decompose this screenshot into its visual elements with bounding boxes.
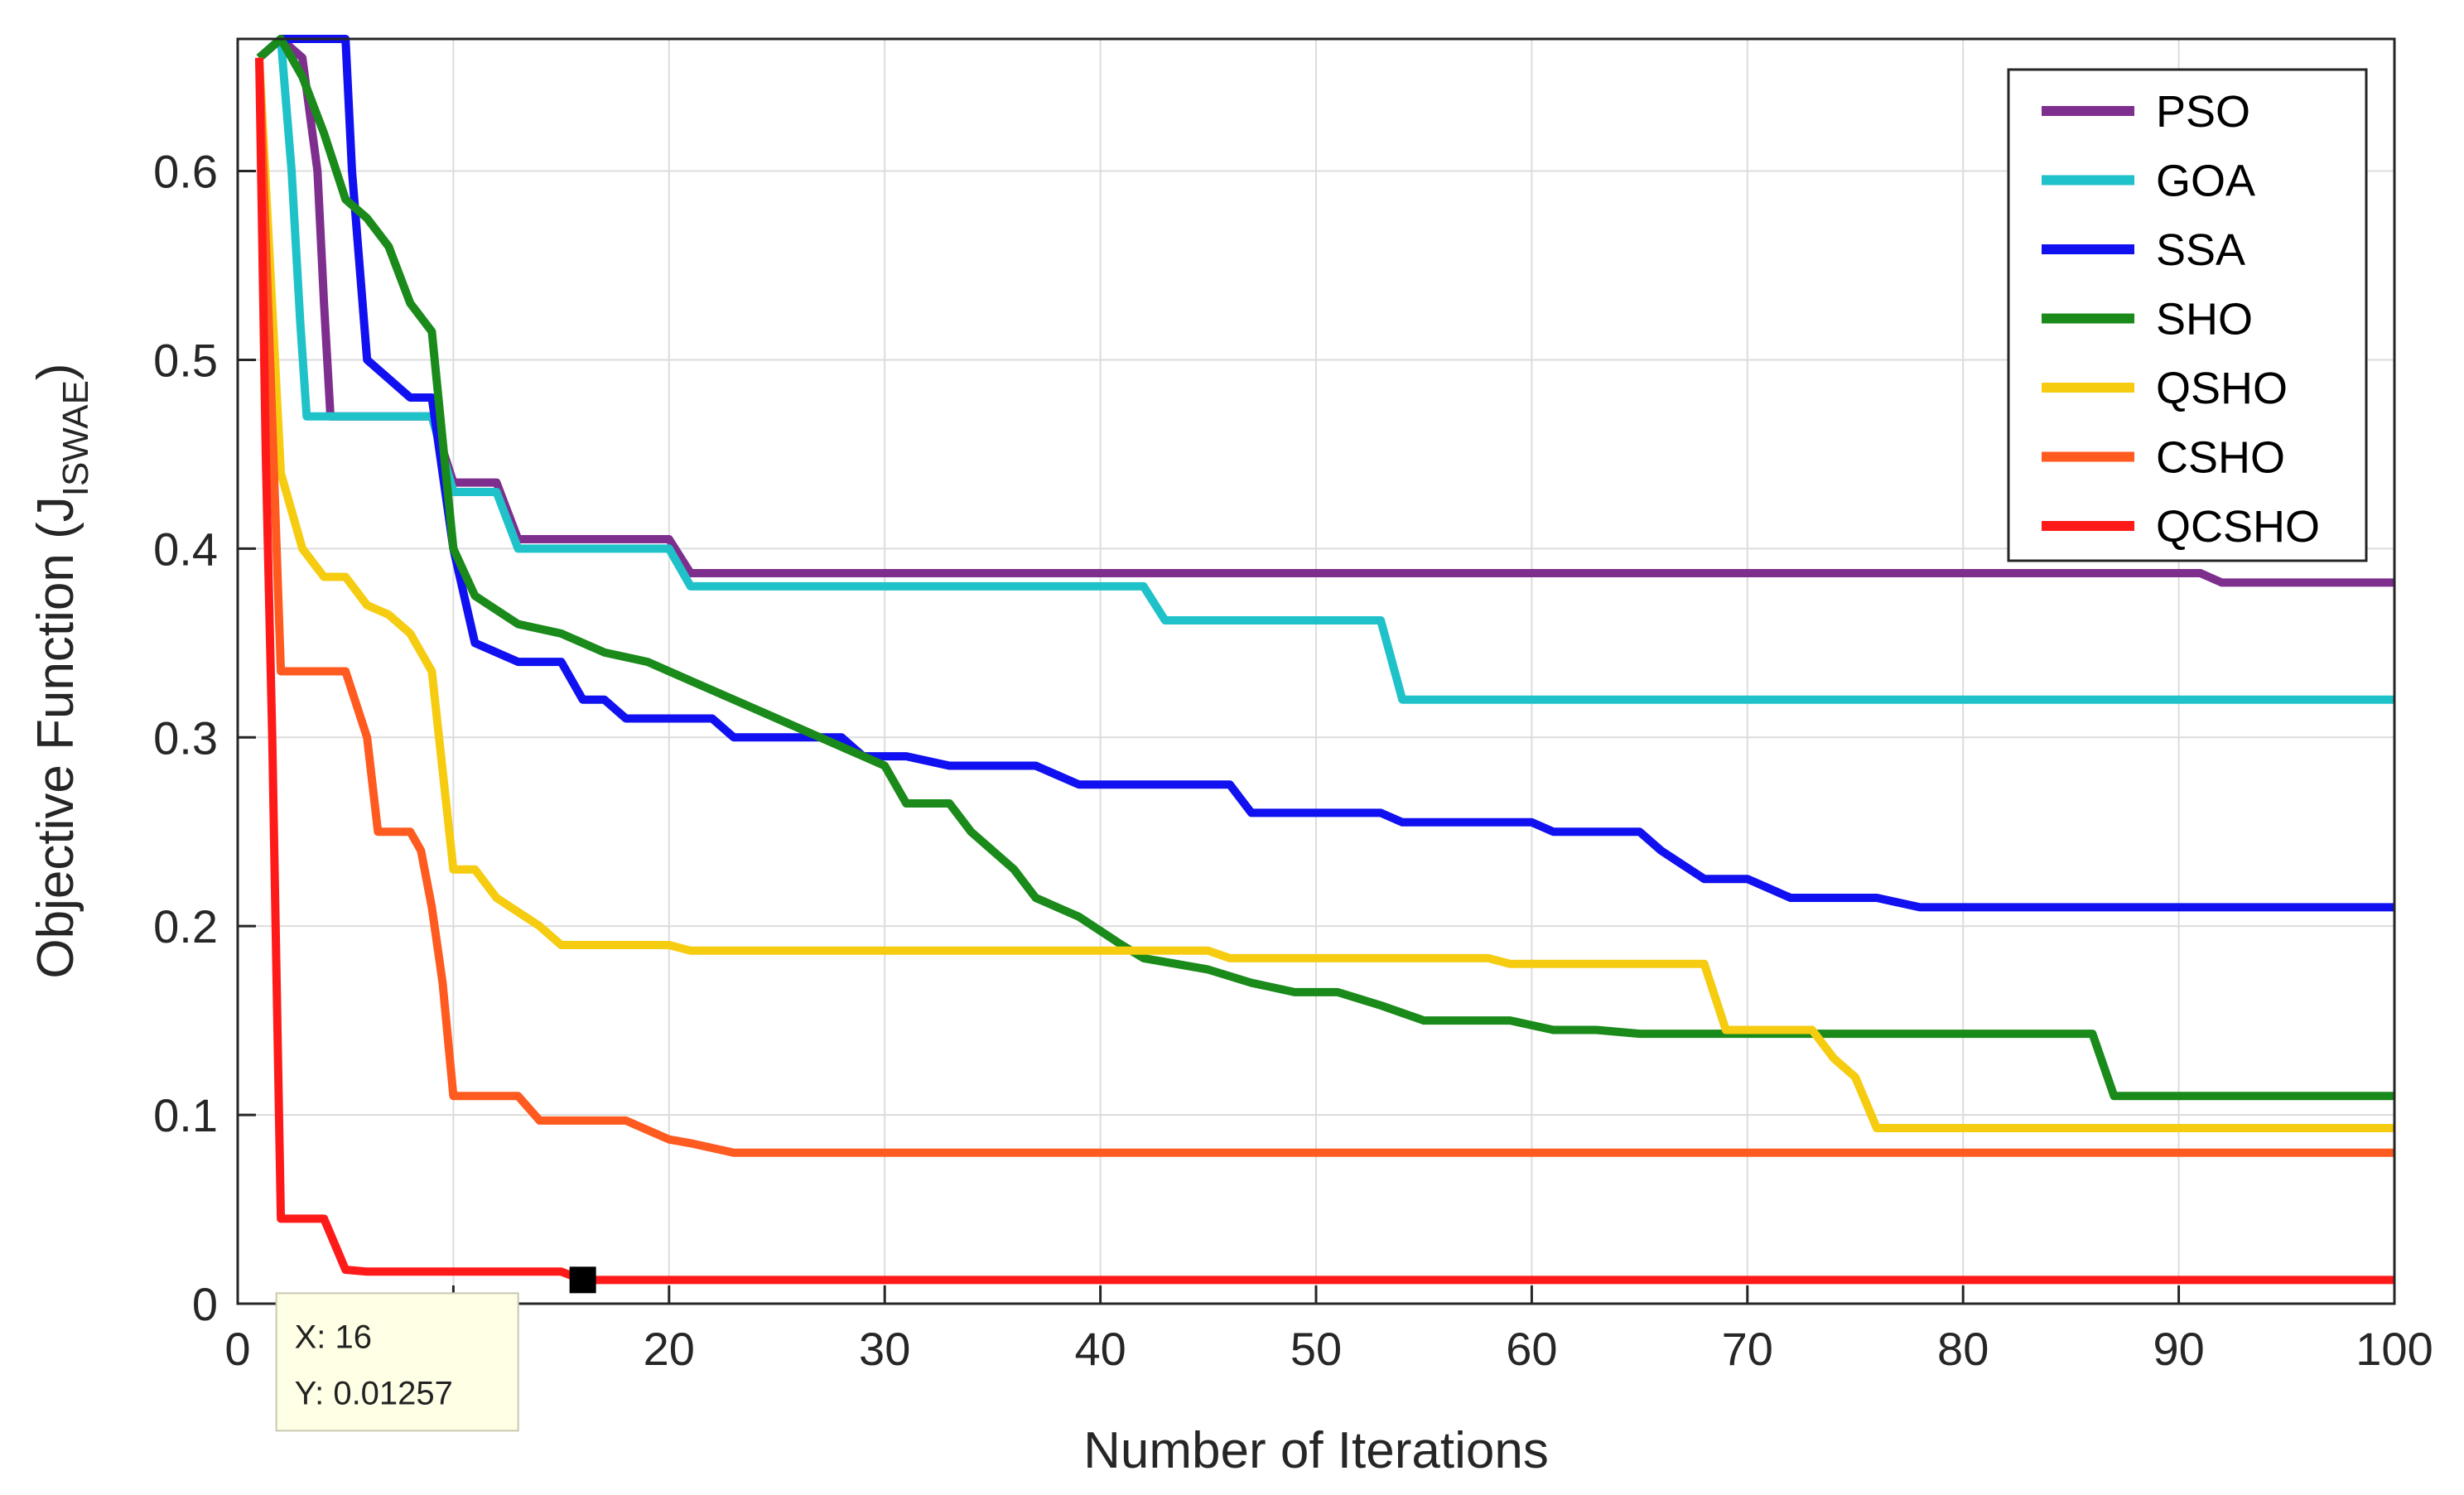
legend-label-ssa: SSA — [2156, 225, 2245, 275]
legend-label-goa: GOA — [2156, 157, 2255, 206]
x-tick-label: 80 — [1937, 1323, 1989, 1375]
data-tip-box — [275, 1292, 519, 1432]
x-tick-label: 70 — [1722, 1323, 1773, 1375]
data-tip-marker[interactable] — [569, 1266, 596, 1294]
y-tick-label: 0.1 — [153, 1089, 218, 1141]
y-axis-label-close: ) — [27, 363, 84, 380]
y-tick-label: 0.5 — [153, 334, 218, 386]
legend-label-pso: PSO — [2156, 87, 2250, 137]
data-tip-x: X: 16 — [295, 1319, 372, 1355]
x-tick-label: 20 — [644, 1323, 695, 1375]
x-tick-label: 90 — [2153, 1323, 2204, 1375]
x-tick-label: 0 — [224, 1323, 250, 1375]
y-tick-label: 0 — [192, 1278, 218, 1330]
legend-label-qcsho: QCSHO — [2156, 502, 2320, 552]
y-tick-label: 0.2 — [153, 900, 218, 952]
legend-label-sho: SHO — [2156, 295, 2253, 345]
series-line-sho — [256, 35, 2394, 1101]
x-tick-label: 30 — [859, 1323, 910, 1375]
series-layer — [255, 35, 2394, 1285]
y-tick-label: 0.3 — [153, 711, 218, 764]
x-tick-label: 40 — [1074, 1323, 1126, 1375]
data-tip-y: Y: 0.01257 — [295, 1375, 453, 1411]
series-line-goa — [256, 35, 2394, 704]
y-tick-label: 0.6 — [153, 146, 218, 198]
legend-label-qsho: QSHO — [2156, 364, 2288, 413]
x-axis-label: Number of Iterations — [1083, 1422, 1549, 1479]
tick-labels: 010203040506070809010000.10.20.30.40.50.… — [153, 146, 2433, 1375]
legend-label-csho: CSHO — [2156, 433, 2285, 483]
x-tick-label: 60 — [1506, 1323, 1557, 1375]
x-tick-label: 100 — [2356, 1323, 2433, 1375]
series-line-ssa — [256, 35, 2394, 912]
series-line-qsho — [255, 57, 2394, 1132]
y-axis-label-subscript: ISWAE — [55, 380, 96, 496]
x-tick-label: 50 — [1290, 1323, 1342, 1375]
data-tip[interactable]: X: 16 Y: 0.01257 — [275, 1266, 596, 1432]
series-line-csho — [255, 57, 2394, 1157]
legend: PSO GOA SSA SHO QSHO CSHO QCSHO — [2007, 68, 2368, 562]
y-axis-label-main: Objective Function (J — [27, 496, 84, 978]
y-tick-label: 0.4 — [153, 523, 218, 575]
y-axis-label: Objective Function (JISWAE) — [27, 363, 96, 978]
